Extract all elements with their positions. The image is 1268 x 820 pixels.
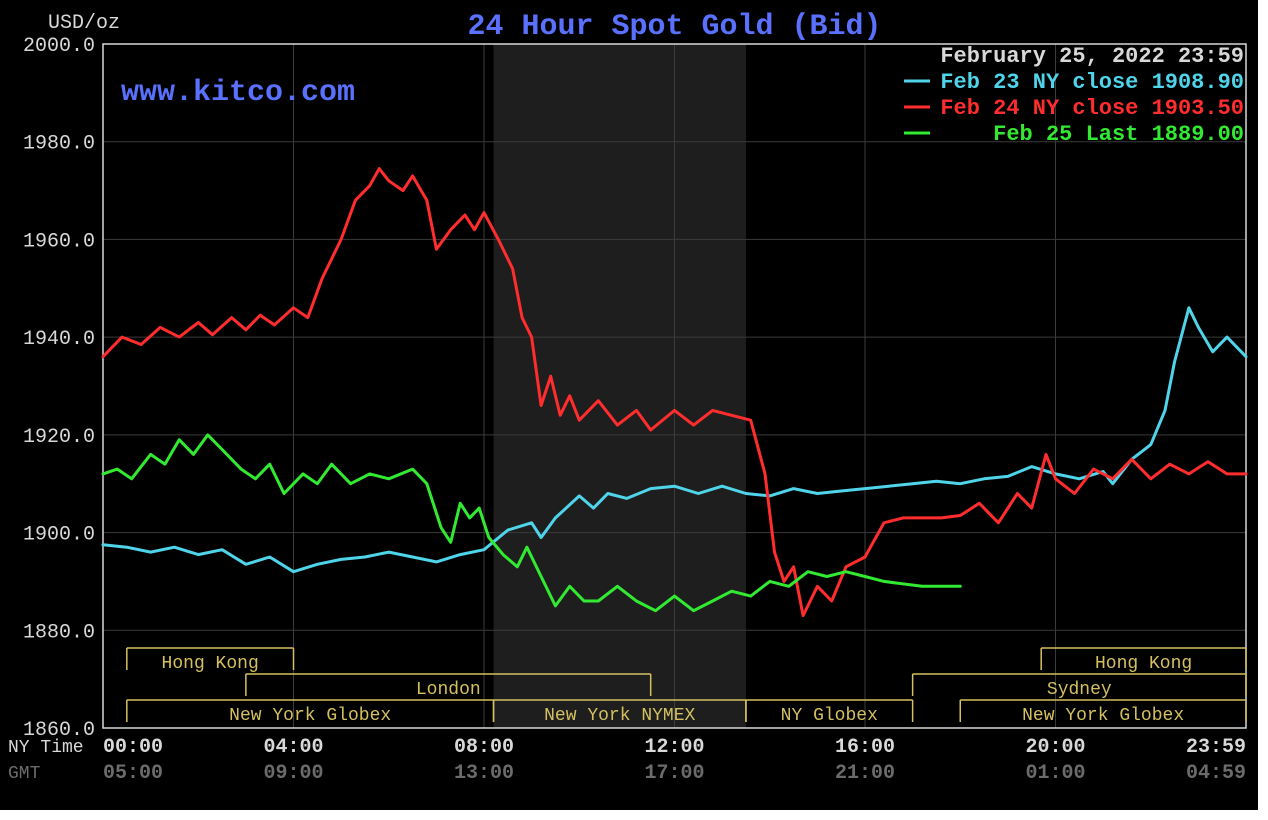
y-unit-label: USD/oz (48, 12, 120, 35)
market-session-label: NY Globex (781, 706, 878, 726)
x-tick-gmt: 04:59 (1186, 762, 1246, 785)
chart-container: Hong Kong Hong Kong London Sydney New York G… (0, 0, 1258, 810)
x-tick-gmt: 21:00 (835, 762, 895, 785)
x-tick-nytime: 04:00 (263, 736, 323, 759)
market-session-label: Hong Kong (162, 654, 259, 674)
y-tick-label: 1940.0 (23, 328, 95, 351)
legend-entry-feb23: Feb 23 NY close 1908.90 (940, 70, 1244, 95)
x-axis-primary-label: NY Time (8, 738, 84, 758)
x-tick-nytime: 16:00 (835, 736, 895, 759)
watermark: www.kitco.com (121, 76, 355, 110)
x-axis-secondary-label: GMT (8, 764, 41, 784)
y-tick-label: 1880.0 (23, 621, 95, 644)
y-tick-label: 1980.0 (23, 133, 95, 156)
market-session-label: London (416, 680, 481, 700)
chart-title: 24 Hour Spot Gold (Bid) (467, 10, 881, 44)
market-session-label: Hong Kong (1095, 654, 1192, 674)
x-tick-gmt: 09:00 (263, 762, 323, 785)
x-tick-nytime: 23:59 (1186, 736, 1246, 759)
x-tick-gmt: 01:00 (1025, 762, 1085, 785)
market-session-label: New York NYMEX (544, 706, 695, 726)
x-tick-nytime: 20:00 (1025, 736, 1085, 759)
gold-price-chart: Hong Kong Hong Kong London Sydney New York G… (0, 0, 1258, 810)
y-tick-label: 1960.0 (23, 230, 95, 253)
x-tick-gmt: 05:00 (103, 762, 163, 785)
y-tick-label: 2000.0 (23, 35, 95, 58)
market-session-label: New York Globex (1022, 706, 1184, 726)
legend-entry-feb25: Feb 25 Last 1889.00 (993, 122, 1244, 147)
legend-entry-feb24: Feb 24 NY close 1903.50 (940, 96, 1244, 121)
market-session-label: Sydney (1047, 680, 1112, 700)
x-tick-nytime: 08:00 (454, 736, 514, 759)
y-tick-label: 1920.0 (23, 426, 95, 449)
y-tick-label: 1900.0 (23, 524, 95, 547)
x-tick-gmt: 13:00 (454, 762, 514, 785)
x-tick-nytime: 12:00 (644, 736, 704, 759)
x-tick-gmt: 17:00 (644, 762, 704, 785)
chart-timestamp: February 25, 2022 23:59 (940, 44, 1244, 69)
shaded-session-region (494, 44, 746, 728)
x-tick-nytime: 00:00 (103, 736, 163, 759)
market-session-label: New York Globex (229, 706, 391, 726)
